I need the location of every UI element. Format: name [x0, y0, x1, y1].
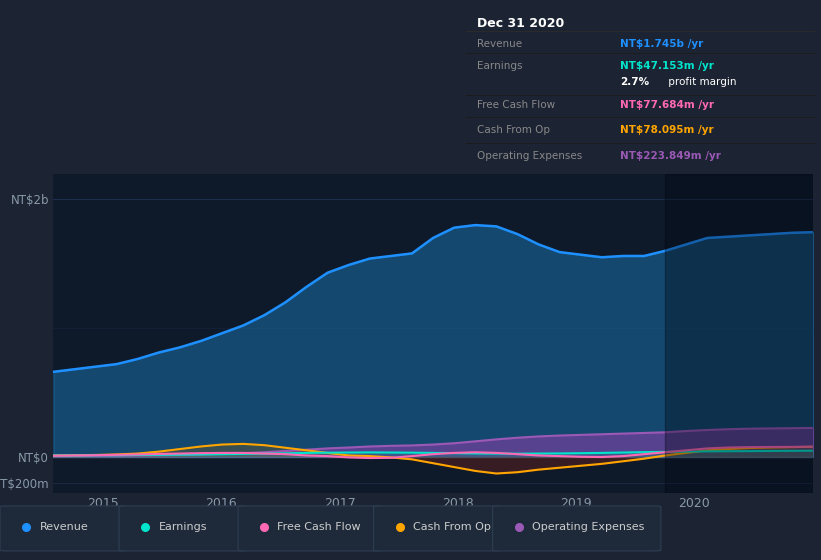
Text: NT$47.153m /yr: NT$47.153m /yr: [620, 61, 713, 71]
Text: Earnings: Earnings: [158, 521, 207, 531]
Text: NT$223.849m /yr: NT$223.849m /yr: [620, 151, 721, 161]
Text: profit margin: profit margin: [664, 77, 736, 87]
FancyBboxPatch shape: [374, 506, 501, 551]
FancyBboxPatch shape: [0, 506, 127, 551]
Text: Free Cash Flow: Free Cash Flow: [477, 100, 555, 110]
Text: Operating Expenses: Operating Expenses: [532, 521, 644, 531]
Text: Revenue: Revenue: [39, 521, 88, 531]
Text: NT$77.684m /yr: NT$77.684m /yr: [620, 100, 713, 110]
Text: Dec 31 2020: Dec 31 2020: [477, 17, 564, 30]
Bar: [665, 174, 813, 493]
Text: Cash From Op: Cash From Op: [477, 125, 550, 135]
FancyBboxPatch shape: [238, 506, 382, 551]
Text: Free Cash Flow: Free Cash Flow: [277, 521, 361, 531]
Text: NT$78.095m /yr: NT$78.095m /yr: [620, 125, 713, 135]
Text: Cash From Op: Cash From Op: [413, 521, 491, 531]
FancyBboxPatch shape: [493, 506, 661, 551]
Text: Operating Expenses: Operating Expenses: [477, 151, 582, 161]
Text: Earnings: Earnings: [477, 61, 522, 71]
Text: NT$1.745b /yr: NT$1.745b /yr: [620, 39, 703, 49]
Text: Revenue: Revenue: [477, 39, 522, 49]
FancyBboxPatch shape: [119, 506, 246, 551]
Text: 2.7%: 2.7%: [620, 77, 649, 87]
